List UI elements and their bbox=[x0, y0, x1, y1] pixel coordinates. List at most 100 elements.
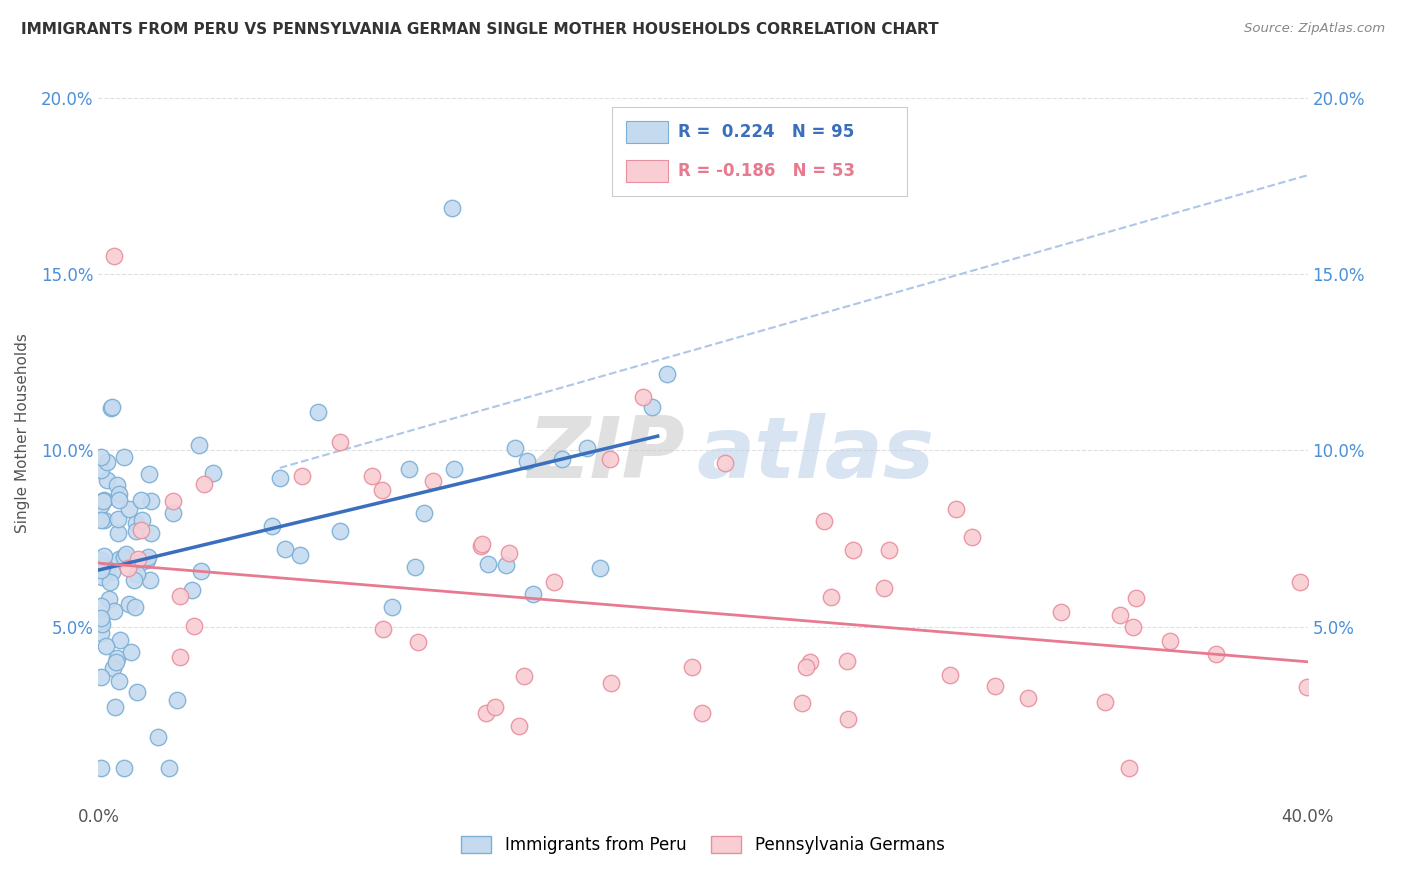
Pennsylvania Germans bbox=[470, 539, 492, 553]
Immigrants from Peru bbox=[503, 441, 526, 455]
Pennsylvania Germans bbox=[117, 560, 139, 574]
Pennsylvania Germans bbox=[498, 546, 520, 560]
Immigrants from Peru bbox=[98, 592, 121, 607]
Immigrants from Peru bbox=[107, 487, 129, 501]
Pennsylvania Germans bbox=[1108, 608, 1130, 623]
Immigrants from Peru bbox=[404, 560, 426, 574]
Immigrants from Peru bbox=[139, 573, 162, 587]
Immigrants from Peru bbox=[96, 473, 118, 487]
Immigrants from Peru bbox=[188, 438, 211, 452]
Pennsylvania Germans bbox=[690, 706, 713, 720]
Immigrants from Peru bbox=[91, 570, 114, 584]
Immigrants from Peru bbox=[131, 513, 153, 527]
Immigrants from Peru bbox=[96, 563, 118, 577]
Immigrants from Peru bbox=[162, 506, 184, 520]
Immigrants from Peru bbox=[551, 451, 574, 466]
Pennsylvania Germans bbox=[508, 719, 530, 733]
Pennsylvania Germans bbox=[1122, 620, 1144, 634]
Pennsylvania Germans bbox=[193, 477, 215, 491]
Immigrants from Peru bbox=[641, 400, 664, 414]
Immigrants from Peru bbox=[274, 541, 297, 556]
Pennsylvania Germans bbox=[938, 667, 960, 681]
Pennsylvania Germans bbox=[841, 543, 863, 558]
Pennsylvania Germans bbox=[371, 622, 394, 636]
Pennsylvania Germans bbox=[169, 650, 191, 665]
Immigrants from Peru bbox=[589, 560, 612, 574]
Immigrants from Peru bbox=[93, 513, 115, 527]
Immigrants from Peru bbox=[440, 201, 463, 215]
Immigrants from Peru bbox=[120, 645, 142, 659]
Immigrants from Peru bbox=[398, 461, 420, 475]
Text: R =  0.224   N = 95: R = 0.224 N = 95 bbox=[678, 123, 853, 141]
Immigrants from Peru bbox=[180, 583, 202, 598]
Immigrants from Peru bbox=[90, 498, 112, 512]
Immigrants from Peru bbox=[110, 632, 132, 647]
Pennsylvania Germans bbox=[127, 552, 149, 566]
Y-axis label: Single Mother Households: Single Mother Households bbox=[15, 333, 30, 533]
Pennsylvania Germans bbox=[1017, 690, 1039, 705]
Pennsylvania Germans bbox=[877, 543, 900, 558]
Pennsylvania Germans bbox=[129, 524, 152, 538]
Immigrants from Peru bbox=[307, 405, 329, 419]
Immigrants from Peru bbox=[114, 548, 136, 562]
Immigrants from Peru bbox=[288, 548, 311, 562]
Immigrants from Peru bbox=[166, 692, 188, 706]
Immigrants from Peru bbox=[329, 524, 352, 538]
Pennsylvania Germans bbox=[813, 514, 835, 528]
Pennsylvania Germans bbox=[103, 249, 125, 263]
Pennsylvania Germans bbox=[1094, 695, 1116, 709]
Immigrants from Peru bbox=[90, 599, 112, 614]
Pennsylvania Germans bbox=[820, 590, 842, 604]
Pennsylvania Germans bbox=[543, 575, 565, 590]
Pennsylvania Germans bbox=[1125, 591, 1147, 606]
Pennsylvania Germans bbox=[681, 659, 703, 673]
Pennsylvania Germans bbox=[422, 475, 444, 489]
Text: Source: ZipAtlas.com: Source: ZipAtlas.com bbox=[1244, 22, 1385, 36]
Pennsylvania Germans bbox=[872, 581, 894, 595]
Immigrants from Peru bbox=[157, 760, 180, 774]
Immigrants from Peru bbox=[108, 552, 131, 566]
Immigrants from Peru bbox=[655, 368, 678, 382]
Pennsylvania Germans bbox=[406, 635, 429, 649]
Pennsylvania Germans bbox=[713, 456, 735, 470]
Immigrants from Peru bbox=[107, 650, 129, 665]
Pennsylvania Germans bbox=[792, 697, 814, 711]
Immigrants from Peru bbox=[495, 558, 517, 573]
Immigrants from Peru bbox=[90, 463, 112, 477]
Immigrants from Peru bbox=[118, 501, 141, 516]
Immigrants from Peru bbox=[90, 513, 112, 527]
Pennsylvania Germans bbox=[945, 502, 967, 516]
Immigrants from Peru bbox=[111, 551, 134, 566]
Immigrants from Peru bbox=[125, 685, 148, 699]
Immigrants from Peru bbox=[522, 586, 544, 600]
Immigrants from Peru bbox=[138, 467, 160, 481]
Pennsylvania Germans bbox=[169, 589, 191, 603]
Immigrants from Peru bbox=[108, 673, 131, 688]
Pennsylvania Germans bbox=[1289, 574, 1312, 589]
Pennsylvania Germans bbox=[475, 706, 498, 721]
Immigrants from Peru bbox=[190, 564, 212, 578]
Immigrants from Peru bbox=[105, 655, 128, 669]
Immigrants from Peru bbox=[90, 615, 112, 629]
Pennsylvania Germans bbox=[984, 679, 1007, 693]
Text: IMMIGRANTS FROM PERU VS PENNSYLVANIA GERMAN SINGLE MOTHER HOUSEHOLDS CORRELATION: IMMIGRANTS FROM PERU VS PENNSYLVANIA GER… bbox=[21, 22, 939, 37]
Immigrants from Peru bbox=[202, 467, 225, 481]
Immigrants from Peru bbox=[103, 603, 125, 617]
Immigrants from Peru bbox=[443, 462, 465, 476]
Pennsylvania Germans bbox=[329, 434, 352, 449]
Immigrants from Peru bbox=[260, 518, 283, 533]
Pennsylvania Germans bbox=[1118, 760, 1140, 774]
Immigrants from Peru bbox=[129, 492, 152, 507]
Immigrants from Peru bbox=[125, 567, 148, 582]
Immigrants from Peru bbox=[114, 450, 136, 465]
Text: ZIP: ZIP bbox=[527, 413, 685, 496]
Immigrants from Peru bbox=[93, 493, 115, 508]
Immigrants from Peru bbox=[96, 639, 118, 653]
Immigrants from Peru bbox=[96, 455, 118, 469]
Pennsylvania Germans bbox=[1205, 647, 1227, 661]
Immigrants from Peru bbox=[90, 626, 112, 640]
Immigrants from Peru bbox=[381, 599, 404, 614]
Immigrants from Peru bbox=[269, 471, 291, 485]
Text: R = -0.186   N = 53: R = -0.186 N = 53 bbox=[678, 162, 855, 180]
Immigrants from Peru bbox=[100, 565, 122, 579]
